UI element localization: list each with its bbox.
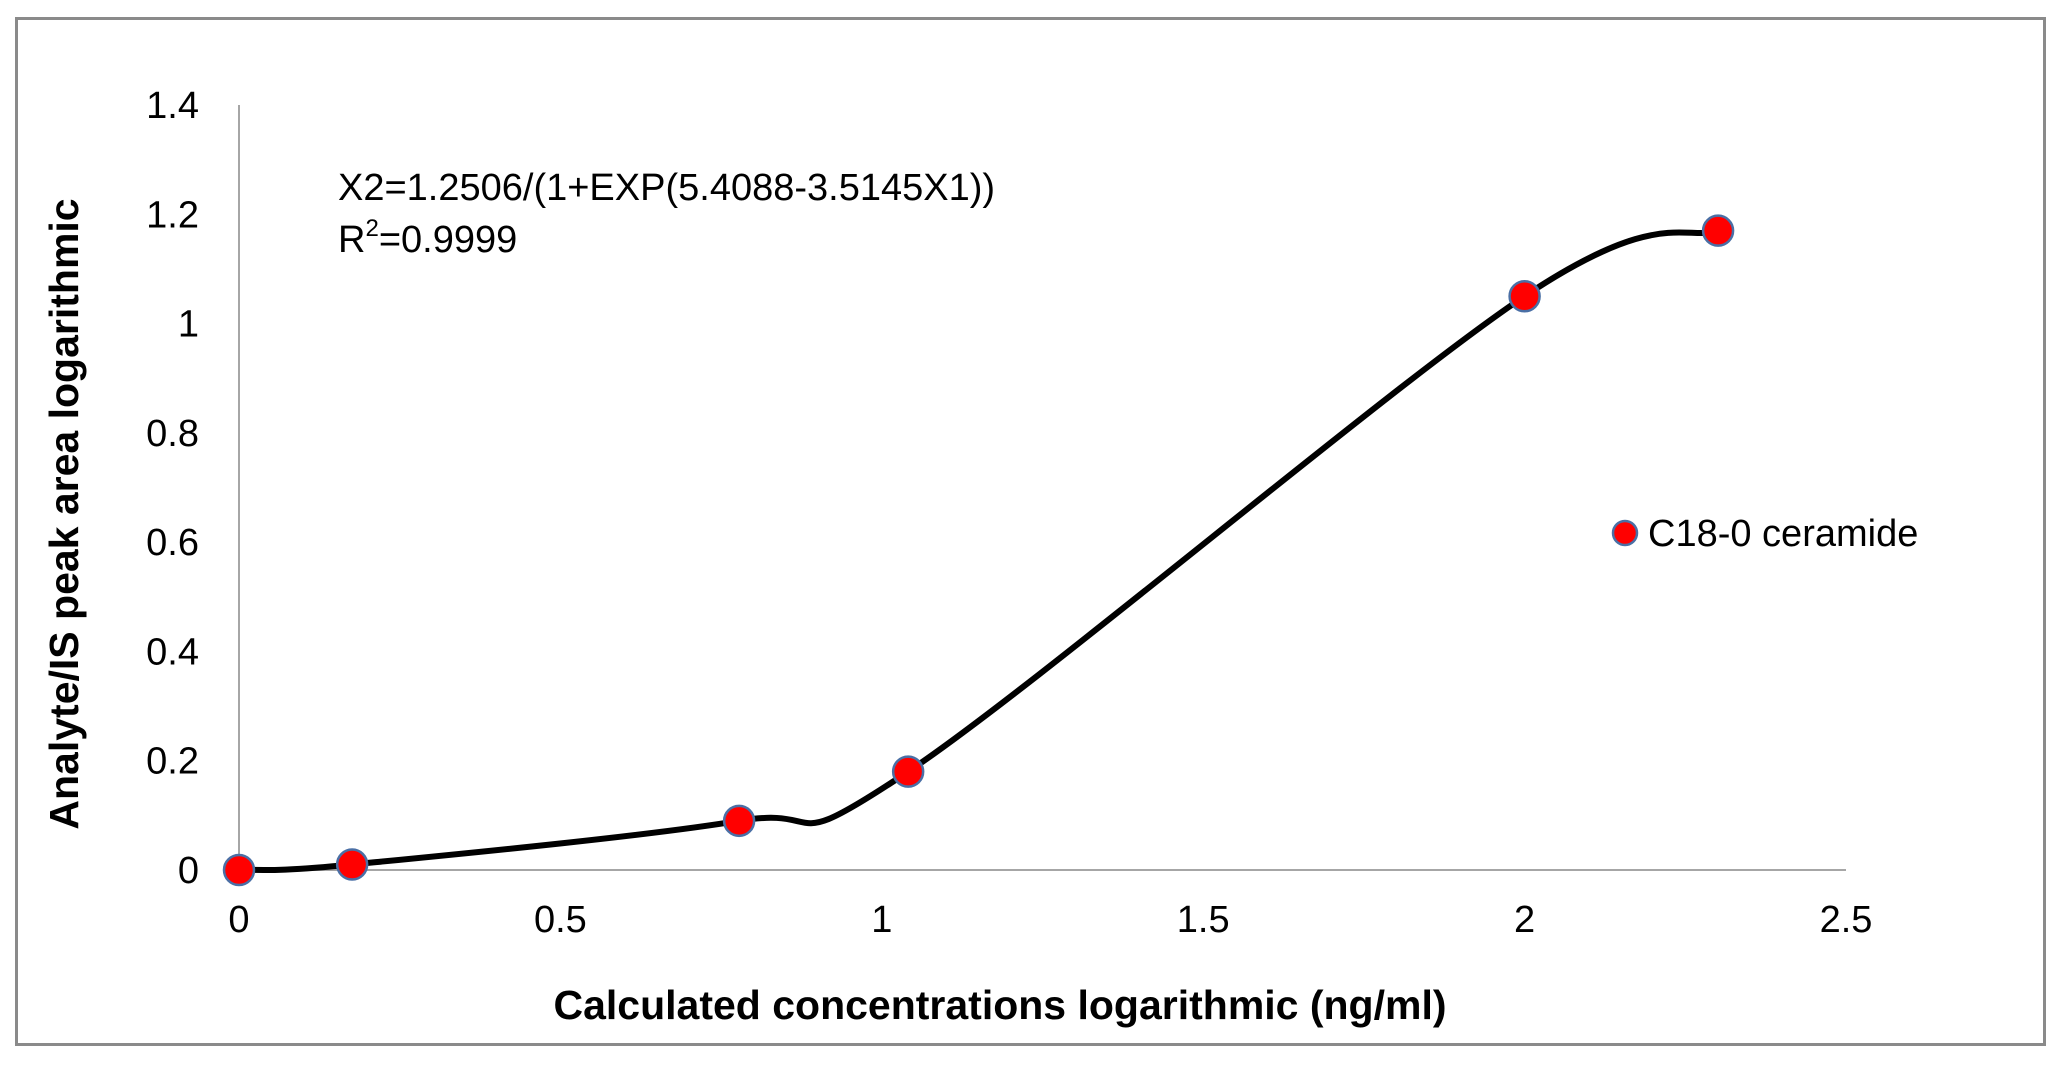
y-tick-label: 1.4 [146, 85, 199, 127]
y-tick-label: 0 [178, 850, 199, 892]
x-tick-label: 2.5 [1820, 899, 1873, 941]
x-tick-label: 0.5 [534, 899, 587, 941]
r-squared-superscript: 2 [365, 215, 378, 242]
y-tick-labels: 0 0.2 0.4 0.6 0.8 1 1.2 1.4 [146, 85, 199, 892]
x-tick-labels: 0 0.5 1 1.5 2 2.5 [228, 899, 1872, 941]
chart-frame [15, 17, 2046, 1046]
r-squared-value: =0.9999 [379, 219, 517, 261]
legend-label-c18-0-ceramide: C18-0 ceramide [1648, 513, 1918, 555]
legend: C18-0 ceramide [1611, 513, 1918, 555]
x-tick-label: 1.5 [1177, 899, 1230, 941]
data-point [1508, 280, 1541, 313]
r-squared-label: R [338, 219, 365, 261]
data-points [222, 214, 1735, 887]
y-tick-label: 0.6 [146, 522, 199, 564]
data-point [222, 853, 256, 887]
x-tick-label: 1 [871, 899, 892, 941]
data-point [1701, 214, 1735, 247]
data-point [335, 848, 369, 881]
r-squared-annotation: R2=0.9999 [338, 215, 517, 261]
y-tick-label: 1 [178, 304, 199, 346]
axes [238, 105, 1846, 871]
y-tick-label: 1.2 [146, 194, 199, 236]
x-tick-label: 0 [228, 899, 249, 941]
y-tick-label: 0.2 [146, 741, 199, 783]
data-point [891, 755, 925, 788]
fit-curve-line [236, 227, 1722, 874]
y-tick-label: 0.8 [146, 413, 199, 455]
y-tick-label: 0.4 [146, 631, 199, 673]
y-axis-title: Analyte/IS peak area logarithmic [41, 198, 87, 829]
x-axis-title: Calculated concentrations logarithmic (n… [553, 982, 1446, 1028]
data-point [722, 804, 756, 838]
equation-annotation: X2=1.2506/(1+EXP(5.4088-3.5145X1)) [338, 167, 995, 209]
legend-marker-c18-0-ceramide [1611, 519, 1639, 547]
x-tick-label: 2 [1514, 899, 1535, 941]
